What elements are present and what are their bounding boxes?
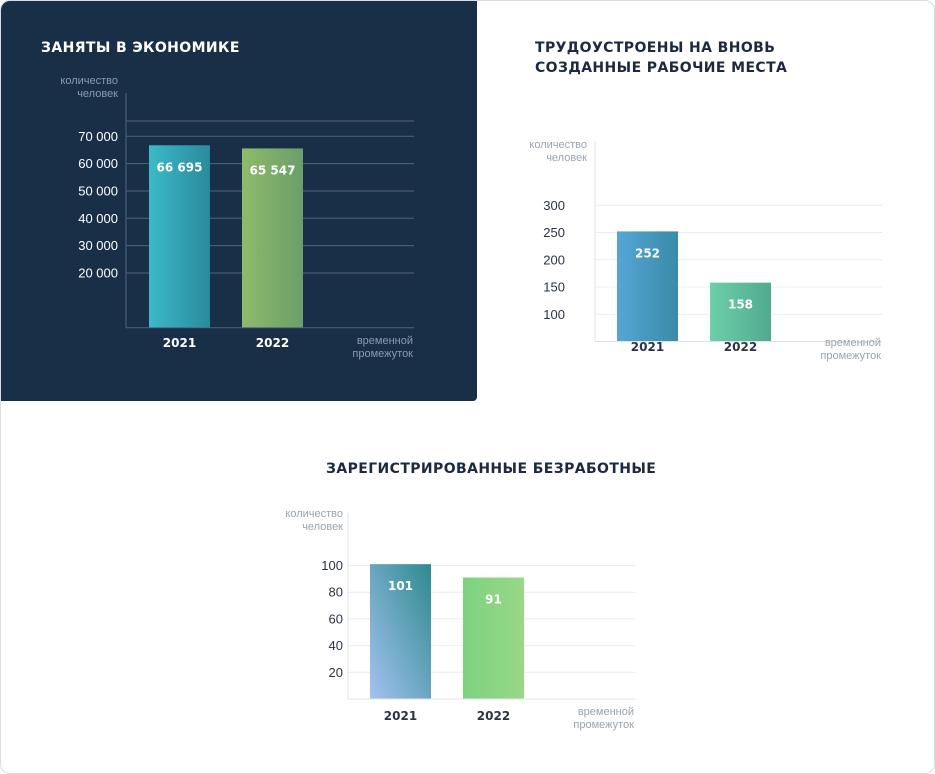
- y-axis-label: количество: [285, 508, 343, 520]
- y-tick-label: 40 000: [78, 211, 118, 226]
- y-tick-label: 20: [329, 665, 343, 680]
- x-axis-label: временной: [578, 706, 634, 718]
- bar-value-label: 252: [635, 246, 660, 260]
- y-tick-label: 30 000: [78, 238, 118, 253]
- y-tick-label: 100: [321, 558, 343, 573]
- x-axis-label: промежуток: [573, 719, 634, 731]
- y-axis-label: человек: [302, 521, 343, 533]
- y-tick-label: 150: [543, 280, 565, 295]
- bar-value-label: 91: [485, 593, 502, 607]
- x-axis-label: временной: [825, 337, 881, 349]
- bar-value-label: 65 547: [250, 163, 296, 177]
- y-axis-label: количество: [60, 75, 118, 87]
- y-tick-label: 300: [543, 198, 565, 213]
- x-axis-label: промежуток: [352, 348, 413, 360]
- bar: [370, 564, 431, 699]
- y-tick-label: 60: [329, 611, 343, 626]
- x-axis-label: временной: [357, 335, 413, 347]
- y-tick-label: 20 000: [78, 266, 118, 281]
- x-category-label: 2022: [256, 336, 289, 350]
- y-tick-label: 250: [543, 225, 565, 240]
- dark-chart-panel: [1, 1, 477, 401]
- y-tick-label: 70 000: [78, 129, 118, 144]
- y-axis-label: человек: [77, 88, 118, 100]
- x-category-label: 2021: [631, 340, 664, 354]
- x-category-label: 2022: [477, 709, 510, 723]
- y-tick-label: 40: [329, 638, 343, 653]
- y-tick-label: 100: [543, 307, 565, 322]
- x-category-label: 2022: [724, 340, 757, 354]
- y-tick-label: 200: [543, 252, 565, 267]
- y-tick-label: 50 000: [78, 183, 118, 198]
- bar: [617, 231, 678, 342]
- chart-1-title: ЗАНЯТЫ В ЭКОНОМИКЕ: [41, 40, 240, 56]
- bar: [242, 148, 303, 328]
- x-axis-label: промежуток: [820, 350, 881, 362]
- x-category-label: 2021: [384, 709, 417, 723]
- chart-3-title: ЗАРЕГИСТРИРОВАННЫЕ БЕЗРАБОТНЫЕ: [326, 461, 657, 477]
- y-axis-label: количество: [529, 139, 587, 151]
- bar: [463, 577, 524, 699]
- bar: [149, 145, 210, 328]
- bar-value-label: 158: [728, 298, 753, 312]
- y-tick-label: 60 000: [78, 156, 118, 171]
- bar-value-label: 66 695: [157, 160, 203, 174]
- y-axis-label: человек: [546, 152, 587, 164]
- chart-2-title: ТРУДОУСТРОЕНЫ НА ВНОВЬ СОЗДАННЫЕ РАБОЧИЕ…: [535, 40, 788, 76]
- x-category-label: 2021: [163, 336, 196, 350]
- bar: [710, 282, 771, 342]
- y-tick-label: 80: [329, 585, 343, 600]
- bar-value-label: 101: [388, 579, 413, 593]
